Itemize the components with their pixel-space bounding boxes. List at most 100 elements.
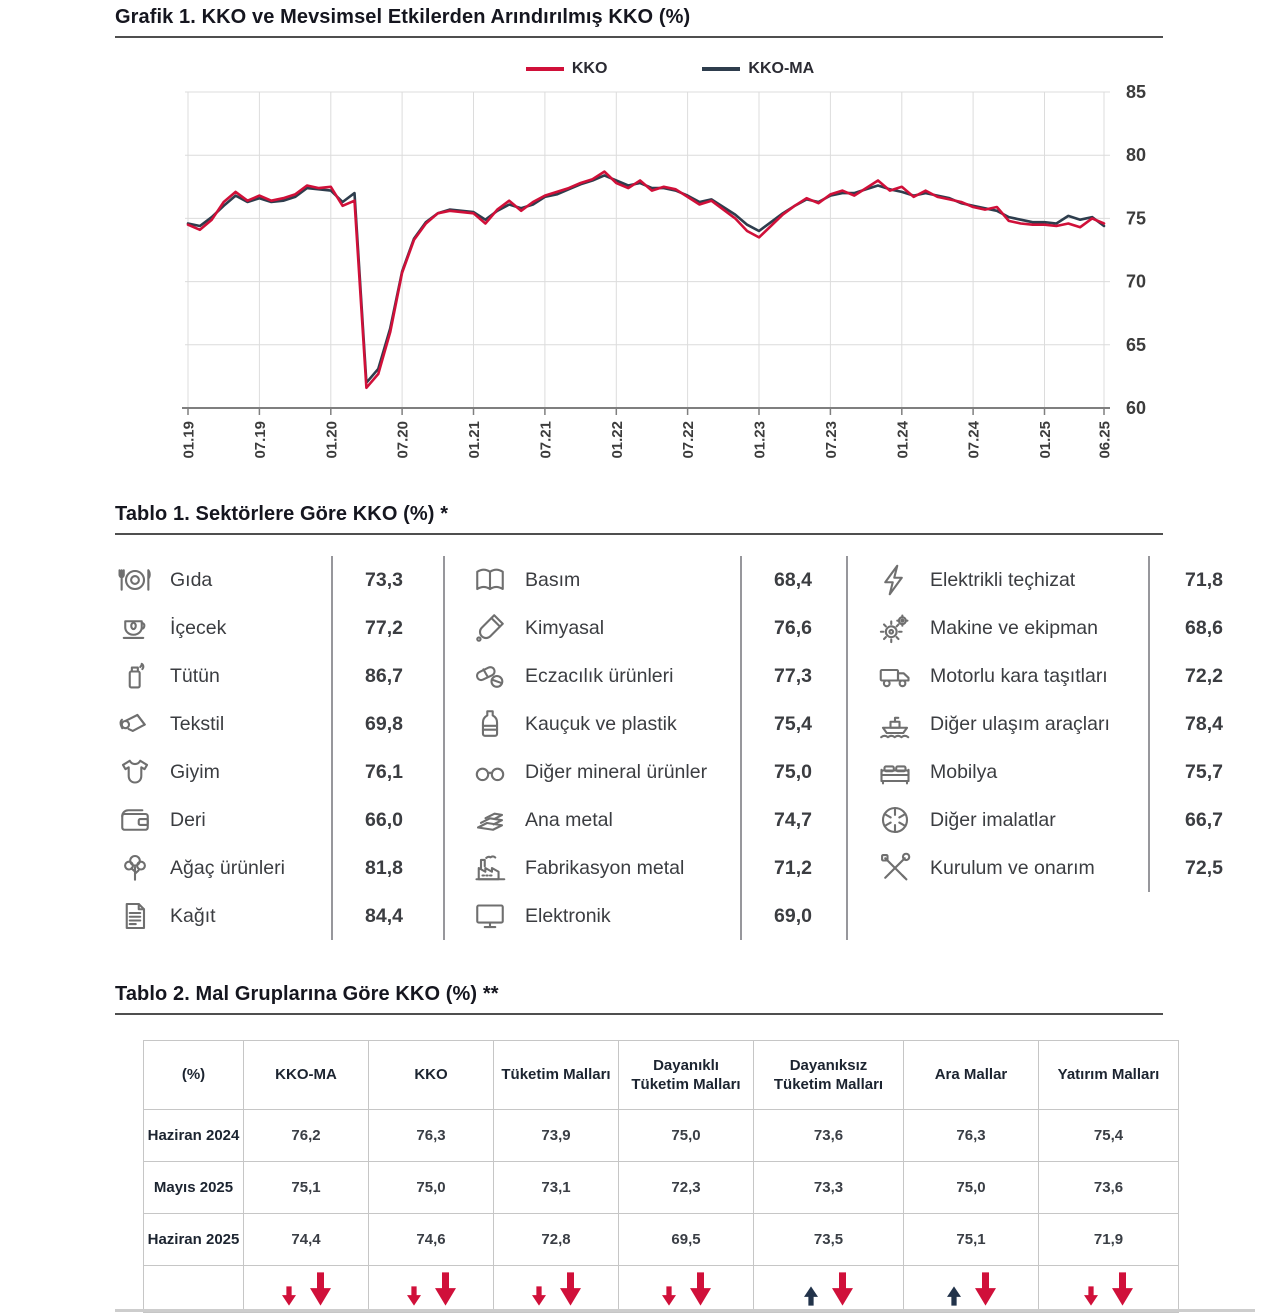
sector-row: Basım [470, 556, 740, 604]
monitor-icon [470, 898, 510, 934]
sector-value: 69,0 [740, 892, 812, 940]
cell-value: 76,3 [368, 1109, 494, 1162]
sector-row: Kauçuk ve plastik [470, 700, 740, 748]
svg-text:01.24: 01.24 [894, 420, 911, 458]
legend-label-kko-ma: KKO-MA [748, 60, 815, 77]
sector-row: Ana metal [470, 796, 740, 844]
sector-label: Kurulum ve onarım [930, 856, 1095, 879]
tablo2-title: Tablo 2. Mal Gruplarına Göre KKO (%) ** [115, 983, 1163, 1015]
svg-text:07.24: 07.24 [966, 420, 983, 458]
sector-row: Kurulum ve onarım [875, 844, 1148, 892]
trend-cell [618, 1265, 754, 1313]
svg-text:06.25: 06.25 [1097, 421, 1114, 459]
sector-row: Ağaç ürünleri [115, 844, 331, 892]
sector-value: 77,2 [331, 604, 403, 652]
sector-label: Eczacılık ürünleri [525, 664, 674, 687]
cell-value: 72,8 [493, 1213, 619, 1266]
big-down-arrow [309, 1271, 331, 1306]
table2-header: (%) [143, 1040, 244, 1110]
svg-text:07.20: 07.20 [395, 421, 412, 459]
paper-sheet-icon [115, 898, 155, 934]
sector-label: Kağıt [170, 904, 216, 927]
big-down-arrow [974, 1271, 996, 1306]
kko-line-chart: 60 65 70 75 80 85 01.19 07.19 01.20 07.20 01.21 07.… [0, 82, 1280, 485]
sector-row: Makine ve ekipman [875, 604, 1148, 652]
table1-column-2: Basım 68,4 Kimyasal 76,6 Eczacılık ürünleri 7… [445, 556, 848, 940]
cell-value: 75,1 [903, 1213, 1039, 1266]
sector-label: Diğer mineral ürünler [525, 760, 708, 783]
cell-value: 73,9 [493, 1109, 619, 1162]
table2-header: Dayanıklı Tüketim Malları [618, 1040, 754, 1110]
table2-header: KKO [368, 1040, 494, 1110]
cell-value: 75,4 [1038, 1109, 1179, 1162]
legend-item-kko: KKO [525, 60, 607, 78]
big-down-arrow [689, 1271, 711, 1306]
table2-header-row: (%) KKO-MA KKO Tüketim Malları Dayanıklı Tük… [143, 1040, 1179, 1110]
kko-line-swatch [525, 67, 564, 71]
sector-label: Giyim [170, 760, 220, 783]
sector-label: Elektronik [525, 904, 611, 927]
sector-row: Deri [115, 796, 331, 844]
cell-value: 75,0 [618, 1109, 754, 1162]
sector-row: Diğer imalatlar [875, 796, 1148, 844]
grafik1-title: Grafik 1. KKO ve Mevsimsel Etkilerden Ar… [115, 6, 1163, 38]
plastic-bottle-icon [470, 706, 510, 742]
tablo1-title: Tablo 1. Sektörlere Göre KKO (%) * [115, 503, 1163, 535]
lighter-icon [115, 658, 155, 694]
factory-icon [470, 850, 510, 886]
baby-onesie-icon [115, 754, 155, 790]
sector-label: İçecek [170, 616, 227, 639]
small-down-arrow [281, 1285, 296, 1306]
table2-row: Haziran 2025 74,4 74,6 72,8 69,5 73,5 75,1 71,9 [143, 1213, 1179, 1266]
svg-text:07.19: 07.19 [252, 421, 269, 459]
chart-legend: KKO KKO-MA [440, 60, 900, 78]
big-down-arrow [832, 1271, 853, 1306]
sector-value: 86,7 [331, 652, 403, 700]
ship-icon [875, 706, 915, 742]
sector-value: 75,4 [740, 700, 812, 748]
cell-value: 73,5 [753, 1213, 904, 1266]
sector-value: 72,5 [1148, 844, 1223, 892]
sector-value: 73,3 [331, 556, 403, 604]
sector-value: 84,4 [331, 892, 403, 940]
sector-value: 76,1 [331, 748, 403, 796]
tools-icon [875, 850, 915, 886]
test-tube-icon [470, 610, 510, 646]
small-down-arrow [661, 1285, 676, 1306]
big-down-arrow [434, 1271, 456, 1306]
sector-value: 68,4 [740, 556, 812, 604]
trend-cell [368, 1265, 494, 1313]
svg-text:01.20: 01.20 [323, 421, 340, 459]
sector-row: Gıda [115, 556, 331, 604]
svg-text:01.25: 01.25 [1037, 421, 1054, 459]
plate-cutlery-icon [115, 562, 155, 598]
svg-text:70: 70 [1126, 272, 1146, 292]
svg-text:80: 80 [1126, 145, 1146, 165]
svg-text:07.21: 07.21 [537, 421, 554, 459]
sector-value: 68,6 [1148, 604, 1223, 652]
sector-value: 71,8 [1148, 556, 1223, 604]
kko-ma-line-swatch [702, 67, 741, 71]
cell-value: 74,6 [368, 1213, 494, 1266]
sector-row: Motorlu kara taşıtları [875, 652, 1148, 700]
svg-text:01.23: 01.23 [752, 421, 769, 459]
sector-value: 66,7 [1148, 796, 1223, 844]
sector-row: Kimyasal [470, 604, 740, 652]
cell-value: 75,0 [903, 1161, 1039, 1214]
table1-column-3: Elektrikli teçhizat 71,8 Makine ve ekipman… [848, 556, 1235, 940]
cell-value: 73,3 [753, 1161, 904, 1214]
sector-value: 81,8 [331, 844, 403, 892]
bottom-divider [115, 1309, 1255, 1312]
sector-row: Diğer mineral ürünler [470, 748, 740, 796]
sector-value: 77,3 [740, 652, 812, 700]
table2-row: Haziran 2024 76,2 76,3 73,9 75,0 73,6 76,3 75,4 [143, 1109, 1179, 1162]
small-up-arrow [804, 1285, 818, 1306]
cell-value: 75,0 [368, 1161, 494, 1214]
sector-row: Elektronik [470, 892, 740, 940]
sector-row: Mobilya [875, 748, 1148, 796]
table2-header: Dayanıksız Tüketim Malları [753, 1040, 904, 1110]
big-down-arrow [559, 1271, 581, 1306]
table2-row: Mayıs 2025 75,1 75,0 73,1 72,3 73,3 75,0 73,6 [143, 1161, 1179, 1214]
sector-row: Kağıt [115, 892, 331, 940]
row-label: Haziran 2025 [143, 1213, 244, 1266]
